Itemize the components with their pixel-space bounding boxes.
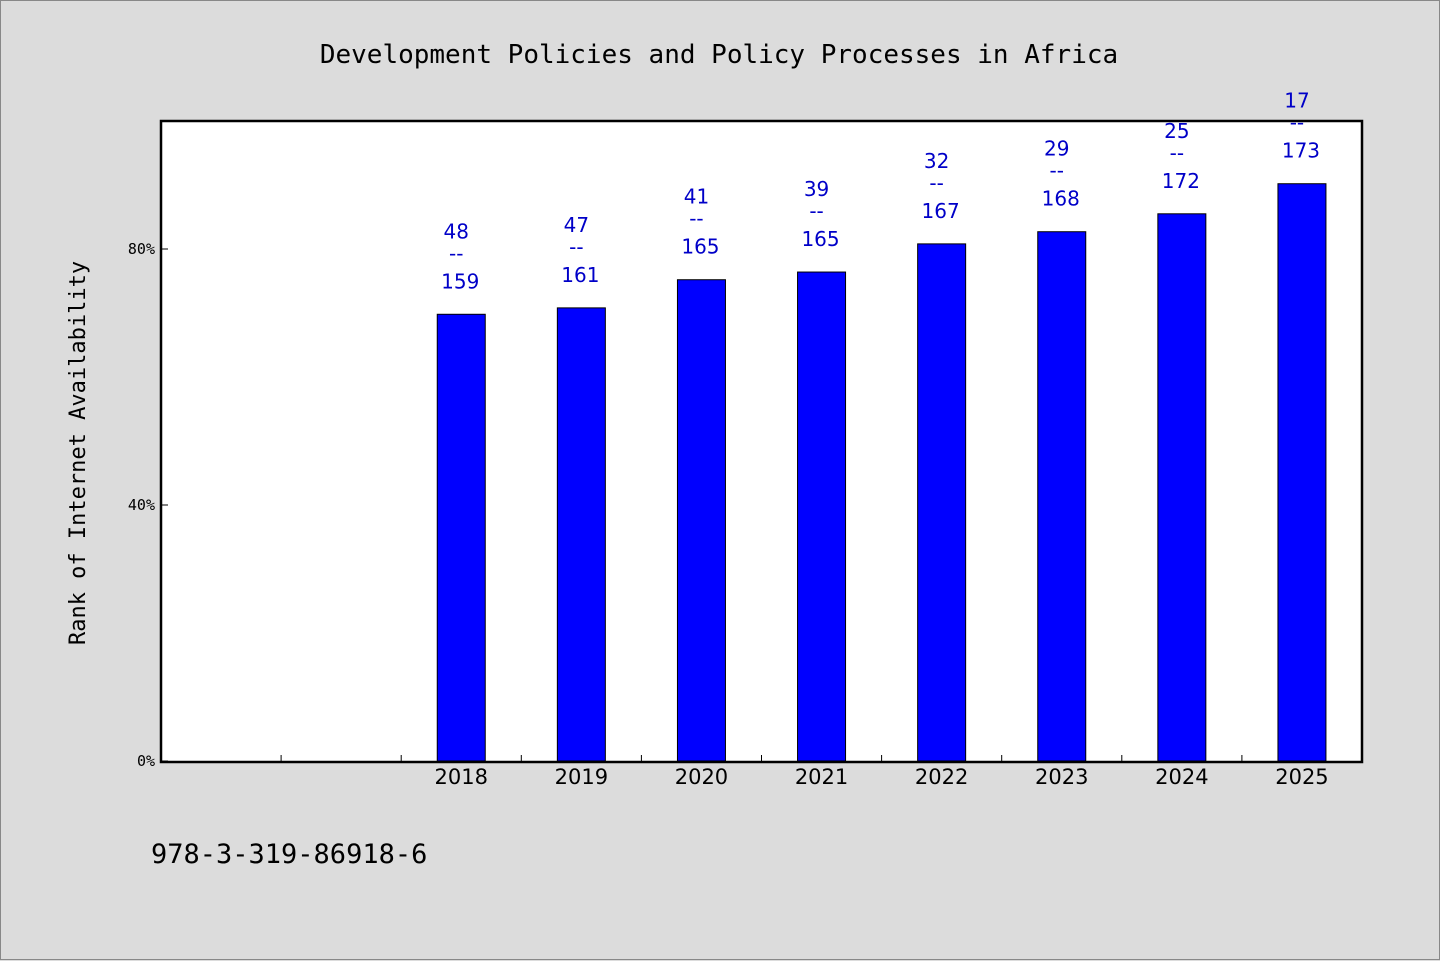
bar-annotation-rank: 32 <box>924 149 949 173</box>
bar <box>1277 183 1327 762</box>
bar <box>436 313 486 762</box>
bar-annotation-separator: -- <box>449 241 463 265</box>
bar-annotation-separator: -- <box>569 235 583 259</box>
bar-annotation-total: 172 <box>1162 169 1200 193</box>
bar-annotation-total: 165 <box>681 235 719 259</box>
bar-annotation-rank: 47 <box>564 213 589 237</box>
x-tick-label: 2023 <box>1035 765 1088 789</box>
bar-annotation-rank: 17 <box>1284 89 1309 113</box>
bar <box>917 243 967 762</box>
y-tick-label: 40% <box>128 496 155 514</box>
bar-annotation-total: 165 <box>801 227 839 251</box>
bar <box>797 271 847 762</box>
bar-annotation-separator: -- <box>1290 111 1304 135</box>
bar-annotation-separator: -- <box>689 207 703 231</box>
x-tick-label: 2020 <box>675 765 728 789</box>
bar-annotation-total: 159 <box>441 269 479 293</box>
bar-annotation-total: 168 <box>1042 187 1080 211</box>
bar-annotation-separator: -- <box>809 199 823 223</box>
bar <box>556 307 606 762</box>
bar-annotation-total: 167 <box>922 199 960 223</box>
isbn-text: 978-3-319-86918-6 <box>151 839 427 870</box>
bar-annotation-rank: 29 <box>1044 137 1069 161</box>
bar <box>1157 213 1207 762</box>
bar <box>1037 231 1087 762</box>
y-tick-label: 0% <box>137 752 155 770</box>
bar-annotation-separator: -- <box>1050 159 1064 183</box>
chart-title: Development Policies and Policy Processe… <box>320 40 1118 70</box>
bar <box>676 279 726 762</box>
x-tick-label: 2025 <box>1275 765 1328 789</box>
bar-annotation-rank: 25 <box>1164 119 1189 143</box>
bar-annotation-rank: 48 <box>444 219 469 243</box>
bar-annotation-rank: 41 <box>684 185 709 209</box>
y-tick-label: 80% <box>128 240 155 258</box>
x-tick-label: 2021 <box>795 765 848 789</box>
x-tick-label: 2024 <box>1155 765 1208 789</box>
bar-annotation-separator: -- <box>1170 141 1184 165</box>
bar-annotation-separator: -- <box>929 171 943 195</box>
bar-annotation-rank: 39 <box>804 177 829 201</box>
x-tick-label: 2022 <box>915 765 968 789</box>
bar-annotation-total: 161 <box>561 263 599 287</box>
bar-annotation-total: 173 <box>1282 139 1320 163</box>
x-tick-label: 2019 <box>555 765 608 789</box>
plot-layer: 0%40%80%201848--159201947--161202041--16… <box>128 89 1329 789</box>
y-axis-label: Rank of Internet Availability <box>66 261 91 645</box>
x-tick-label: 2018 <box>435 765 488 789</box>
